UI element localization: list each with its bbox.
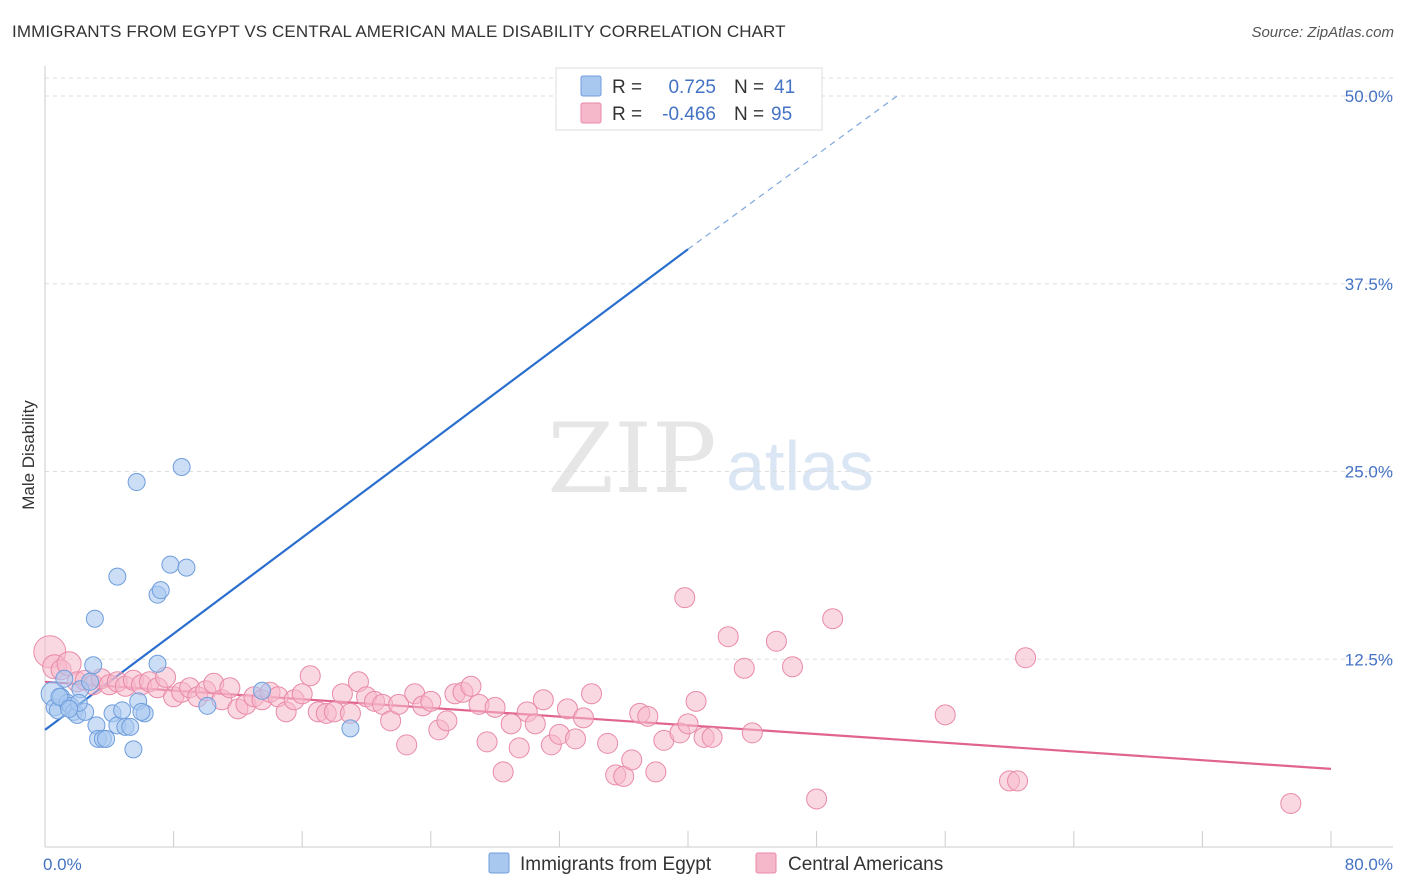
bottom-legend-swatch-egypt xyxy=(488,852,510,874)
point-egypt xyxy=(108,567,127,586)
point-central-american xyxy=(508,737,530,759)
point-egypt xyxy=(148,654,167,673)
point-central-american xyxy=(717,626,739,648)
point-central-american xyxy=(1280,792,1302,814)
point-egypt xyxy=(127,473,146,492)
point-central-american xyxy=(331,683,353,705)
point-central-american xyxy=(1015,647,1037,669)
point-central-american xyxy=(500,713,522,735)
y-axis-label: Male Disability xyxy=(19,400,38,510)
legend-n-value-egypt: 41 xyxy=(774,77,795,98)
point-central-american xyxy=(822,608,844,630)
point-central-american xyxy=(677,713,699,735)
legend-swatch-egypt xyxy=(580,75,602,97)
bottom-legend-label-central: Central Americans xyxy=(788,854,943,875)
point-central-american xyxy=(674,587,696,609)
point-egypt xyxy=(161,555,180,574)
point-egypt xyxy=(124,740,143,759)
point-central-american xyxy=(524,713,546,735)
point-central-american xyxy=(1007,770,1029,792)
point-egypt xyxy=(81,672,100,691)
chart-title: IMMIGRANTS FROM EGYPT VS CENTRAL AMERICA… xyxy=(12,22,786,41)
trend-line-egypt xyxy=(44,248,689,731)
point-central-american xyxy=(597,732,619,754)
point-central-american xyxy=(388,693,410,715)
point-central-american xyxy=(420,690,442,712)
point-egypt xyxy=(55,669,74,688)
point-central-american xyxy=(291,683,313,705)
watermark-zip: ZIP xyxy=(547,403,716,515)
point-egypt xyxy=(341,719,360,738)
point-central-american xyxy=(806,788,828,810)
point-egypt xyxy=(84,656,103,675)
point-central-american xyxy=(765,630,787,652)
point-central-american xyxy=(299,665,321,687)
point-central-american xyxy=(219,677,241,699)
point-egypt xyxy=(151,581,170,600)
legend-n-label-egypt: N = xyxy=(734,77,764,98)
legend-r-label-egypt: R = xyxy=(612,77,642,98)
watermark-atlas: atlas xyxy=(726,427,874,505)
y-tick-label: 50.0% xyxy=(1345,87,1393,106)
legend-swatch-central xyxy=(580,102,602,124)
point-central-american xyxy=(741,722,763,744)
point-egypt xyxy=(121,717,140,736)
y-tick-label: 12.5% xyxy=(1345,650,1393,669)
legend: R = 0.725 N = 41 R = -0.466 N = 95 xyxy=(555,67,823,131)
point-egypt xyxy=(85,609,104,628)
tick-labels: 12.5% 25.0% 37.5% 50.0% 0.0% 80.0% xyxy=(43,87,1393,874)
point-central-american xyxy=(492,761,514,783)
axes xyxy=(44,66,1393,848)
point-central-american xyxy=(460,675,482,697)
point-egypt xyxy=(50,687,69,706)
point-central-american xyxy=(556,698,578,720)
bottom-legend-swatch-central xyxy=(755,852,777,874)
point-egypt xyxy=(253,681,272,700)
point-egypt xyxy=(132,702,151,721)
point-central-american xyxy=(573,707,595,729)
point-egypt xyxy=(113,701,132,720)
x-tick-label-min: 0.0% xyxy=(43,855,82,874)
grid-lines xyxy=(45,77,1393,660)
point-egypt xyxy=(177,558,196,577)
point-central-american xyxy=(532,689,554,711)
bottom-legend-label-egypt: Immigrants from Egypt xyxy=(520,854,712,875)
point-central-american xyxy=(476,731,498,753)
bottom-legend: Immigrants from Egypt Central Americans xyxy=(488,852,943,875)
point-central-american xyxy=(436,710,458,732)
point-central-american xyxy=(733,657,755,679)
point-egypt xyxy=(172,458,191,477)
legend-n-label-central: N = xyxy=(734,104,764,125)
source-credit: Source: ZipAtlas.com xyxy=(1251,24,1394,41)
y-tick-label: 25.0% xyxy=(1345,463,1393,482)
data-points xyxy=(33,458,1302,814)
point-central-american xyxy=(581,683,603,705)
point-central-american xyxy=(934,704,956,726)
legend-r-value-egypt: 0.725 xyxy=(668,77,716,98)
legend-n-value-central: 95 xyxy=(771,104,792,125)
point-central-american xyxy=(637,705,659,727)
point-central-american xyxy=(781,656,803,678)
y-tick-label: 37.5% xyxy=(1345,275,1393,294)
point-central-american xyxy=(621,749,643,771)
x-tick-label-max: 80.0% xyxy=(1345,855,1393,874)
point-central-american xyxy=(645,761,667,783)
legend-r-value-central: -0.466 xyxy=(662,104,716,125)
legend-r-label-central: R = xyxy=(612,104,642,125)
point-egypt xyxy=(97,729,116,748)
point-egypt xyxy=(60,699,79,718)
point-central-american xyxy=(564,728,586,750)
point-central-american xyxy=(685,690,707,712)
point-central-american xyxy=(701,726,723,748)
point-egypt xyxy=(198,696,217,715)
point-central-american xyxy=(396,734,418,756)
point-central-american xyxy=(484,696,506,718)
